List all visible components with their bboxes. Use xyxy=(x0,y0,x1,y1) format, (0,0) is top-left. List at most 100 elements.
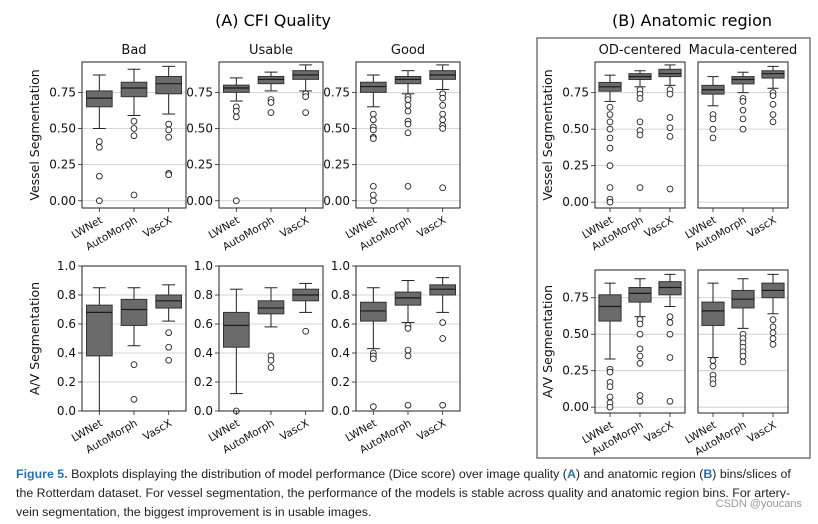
plot-frame xyxy=(218,61,324,209)
y-tick-label: 1.0 xyxy=(194,259,213,273)
outlier-point xyxy=(666,397,674,405)
plot-frame xyxy=(594,269,686,414)
outlier-point xyxy=(165,120,173,128)
y-tick-label: 0.50 xyxy=(186,121,213,135)
box-vascx xyxy=(155,65,182,179)
outlier-point xyxy=(369,182,377,190)
outlier-point xyxy=(130,117,138,125)
outlier-point xyxy=(606,393,614,401)
box-automorph xyxy=(257,71,285,116)
y-tick-label: 0.25 xyxy=(562,364,589,378)
outlier-point xyxy=(439,102,447,109)
outlier-point xyxy=(709,362,717,370)
outlier-point xyxy=(739,352,747,360)
outlier-point xyxy=(439,335,447,342)
outlier-point xyxy=(404,352,412,360)
box-lwnet xyxy=(598,282,622,411)
outlier-point xyxy=(369,197,377,205)
x-tick-label: VascX xyxy=(415,417,448,443)
outlier-point xyxy=(739,106,747,114)
y-tick-label: 0.00 xyxy=(562,195,589,209)
outlier-point xyxy=(369,126,377,134)
outlier-point xyxy=(369,355,377,363)
outlier-point xyxy=(769,100,777,108)
outlier-point xyxy=(769,118,777,126)
outlier-point xyxy=(267,109,275,116)
box-vascx xyxy=(658,64,682,193)
box-automorph xyxy=(628,70,652,191)
outlier-point xyxy=(606,134,614,142)
y-tick-label: 0.50 xyxy=(562,122,589,136)
outlier-point xyxy=(606,118,614,126)
box-iqr xyxy=(628,287,652,303)
outlier-point xyxy=(369,116,377,124)
y-tick-label: 0.25 xyxy=(186,158,213,172)
outlier-point xyxy=(709,115,717,123)
outlier-point xyxy=(404,107,412,115)
box-iqr xyxy=(257,75,285,85)
outlier-point xyxy=(439,125,447,132)
outlier-point xyxy=(666,124,674,132)
y-tick-label: 0.6 xyxy=(194,317,213,331)
plot-frame xyxy=(218,265,324,412)
x-tick-label: VascX xyxy=(278,214,311,240)
outlier-point xyxy=(369,191,377,199)
panel-title: OD-centered xyxy=(599,43,682,58)
box-iqr xyxy=(598,294,622,322)
panel-title: Bad xyxy=(121,43,146,58)
outlier-point xyxy=(769,111,777,118)
box-iqr xyxy=(223,311,250,348)
y-tick-label: 0.0 xyxy=(331,404,350,418)
box-iqr xyxy=(120,81,148,98)
x-tick-label: VascX xyxy=(642,214,675,240)
outlier-point xyxy=(302,93,310,101)
outlier-point xyxy=(636,397,644,405)
box-iqr xyxy=(658,281,682,296)
outlier-point xyxy=(95,138,103,145)
box-iqr xyxy=(155,294,182,309)
plot-frame xyxy=(594,61,686,209)
outlier-point xyxy=(636,118,644,126)
box-vascx xyxy=(429,64,456,192)
box-iqr xyxy=(394,75,422,85)
y-tick-label: 0.0 xyxy=(194,404,213,418)
y-tick-label: 0.50 xyxy=(562,327,589,341)
box-lwnet xyxy=(598,74,622,206)
outlier-point xyxy=(404,182,412,190)
outlier-point xyxy=(739,358,747,366)
box-iqr xyxy=(257,300,285,315)
outlier-point xyxy=(439,116,447,124)
panel-title: Good xyxy=(391,43,425,58)
outlier-point xyxy=(369,135,377,142)
outlier-point xyxy=(130,396,138,403)
outlier-point xyxy=(709,380,717,388)
box-iqr xyxy=(360,81,387,93)
outlier-point xyxy=(95,143,103,151)
outlier-point xyxy=(232,113,240,121)
y-tick-label: 0.8 xyxy=(331,288,350,302)
box-automorph xyxy=(257,287,285,371)
outlier-point xyxy=(95,172,103,180)
box-iqr xyxy=(223,84,250,93)
box-iqr xyxy=(155,75,182,95)
y-tick-label: 0.75 xyxy=(49,85,76,99)
y-tick-label: 0.50 xyxy=(323,121,350,135)
box-vascx xyxy=(761,65,785,126)
outlier-point xyxy=(404,346,412,354)
outlier-point xyxy=(769,329,777,337)
anatomic-region-frame xyxy=(536,37,811,459)
watermark: CSDN @youcans xyxy=(713,498,804,510)
outlier-point xyxy=(606,368,614,376)
y-tick-label: 0.00 xyxy=(186,194,213,208)
outlier-point xyxy=(369,110,377,118)
outlier-point xyxy=(606,103,614,111)
outlier-point xyxy=(606,184,614,191)
x-tick-label: VascX xyxy=(141,417,174,443)
y-tick-label: 0.75 xyxy=(562,86,589,100)
box-iqr xyxy=(120,298,148,326)
outlier-point xyxy=(666,114,674,121)
outlier-point xyxy=(404,120,412,128)
panel-vessel-od: 0.00 0.25 0.50 0.75 OD-centered Vessel Segmen… xyxy=(540,43,686,253)
figure-caption: Figure 5. Boxplots displaying the distri… xyxy=(16,467,791,519)
